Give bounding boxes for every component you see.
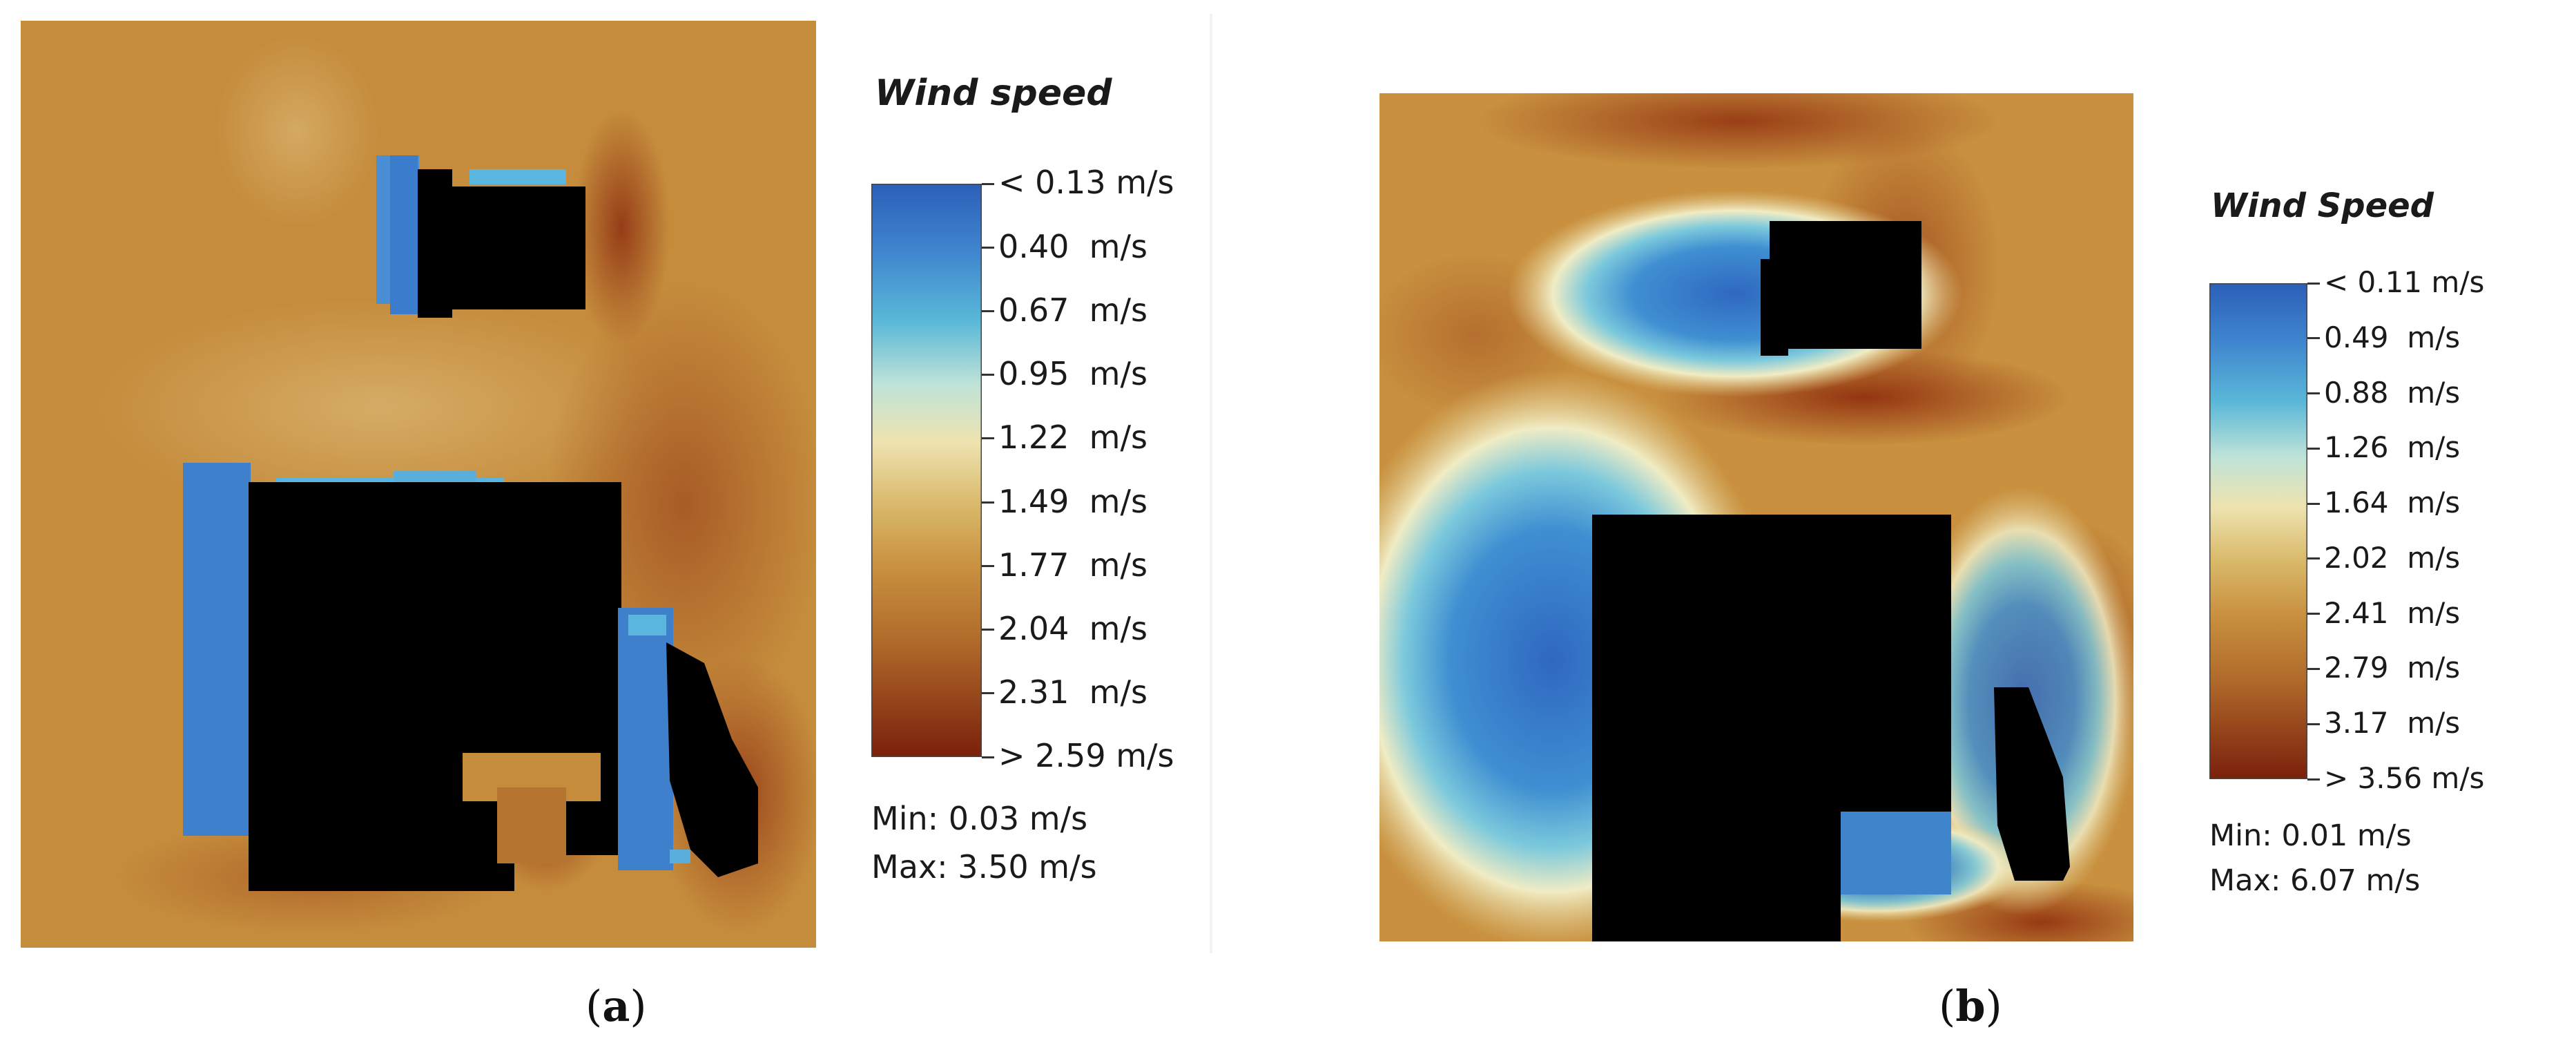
colorbar-tick-label-a: 2.04 m/s [998, 610, 1147, 648]
min-label-a: Min: 0.03 m/s [871, 800, 1088, 837]
caption-a-letter: a [602, 981, 630, 1031]
colorbar-tick-mark-a [982, 182, 994, 185]
legend-title-a: Wind speed [875, 73, 1112, 114]
colorbar-tick-mark-a [982, 246, 994, 249]
wind-map-a [21, 21, 816, 948]
colorbar-tick-label-a: 1.22 m/s [998, 419, 1147, 457]
wind-map-b [1379, 93, 2133, 941]
colorbar-tick-mark-a [982, 437, 994, 440]
colorbar-tick-mark-a [982, 564, 994, 567]
colorbar-tick-label-b: 1.64 m/s [2324, 486, 2461, 520]
colorbar-tick-label-b: > 3.56 m/s [2324, 760, 2485, 795]
colorbar-tick-mark-a [982, 309, 994, 312]
colorbar-tick-label-b: 0.49 m/s [2324, 320, 2461, 354]
caption-a: (a) [585, 981, 647, 1031]
colorbar-tick-mark-b [2307, 557, 2320, 560]
panel-divider [1210, 14, 1212, 953]
colorbar-a [871, 184, 982, 757]
colorbar-tick-mark-b [2307, 337, 2320, 340]
colorbar-tick-label-b: 2.79 m/s [2324, 651, 2461, 685]
colorbar-tick-mark-b [2307, 613, 2320, 615]
colorbar-tick-label-a: 0.95 m/s [998, 355, 1147, 393]
caption-b-letter: b [1955, 981, 1986, 1031]
colorbar-tick-mark-a [982, 756, 994, 758]
colorbar-tick-label-a: 0.67 m/s [998, 291, 1147, 329]
colorbar-tick-mark-b [2307, 447, 2320, 450]
colorbar-tick-mark-a [982, 692, 994, 695]
colorbar-tick-label-a: < 0.13 m/s [998, 164, 1174, 202]
max-label-a: Max: 3.50 m/s [871, 848, 1097, 886]
colorbar-tick-label-b: < 0.11 m/s [2324, 265, 2485, 299]
colorbar-tick-label-a: 0.40 m/s [998, 227, 1147, 265]
colorbar-tick-label-a: 2.31 m/s [998, 673, 1147, 711]
colorbar-b [2209, 283, 2307, 779]
colorbar-tick-label-b: 1.26 m/s [2324, 430, 2461, 465]
colorbar-tick-mark-b [2307, 502, 2320, 505]
colorbar-tick-label-a: 1.77 m/s [998, 546, 1147, 584]
colorbar-tick-mark-b [2307, 282, 2320, 285]
colorbar-tick-label-b: 2.41 m/s [2324, 595, 2461, 630]
caption-b: (b) [1939, 981, 2002, 1031]
colorbar-tick-mark-a [982, 629, 994, 631]
colorbar-tick-mark-a [982, 374, 994, 376]
colorbar-tick-label-b: 2.02 m/s [2324, 540, 2461, 575]
colorbar-tick-mark-b [2307, 723, 2320, 725]
legend-title-b: Wind Speed [2211, 186, 2434, 225]
colorbar-tick-mark-b [2307, 778, 2320, 781]
colorbar-tick-label-a: > 2.59 m/s [998, 737, 1174, 775]
colorbar-tick-mark-a [982, 501, 994, 504]
colorbar-tick-mark-b [2307, 392, 2320, 395]
max-label-b: Max: 6.07 m/s [2209, 863, 2421, 898]
colorbar-tick-label-b: 3.17 m/s [2324, 706, 2461, 740]
colorbar-tick-label-a: 1.49 m/s [998, 482, 1147, 520]
min-label-b: Min: 0.01 m/s [2209, 819, 2412, 853]
colorbar-tick-label-b: 0.88 m/s [2324, 375, 2461, 410]
colorbar-tick-mark-b [2307, 667, 2320, 670]
